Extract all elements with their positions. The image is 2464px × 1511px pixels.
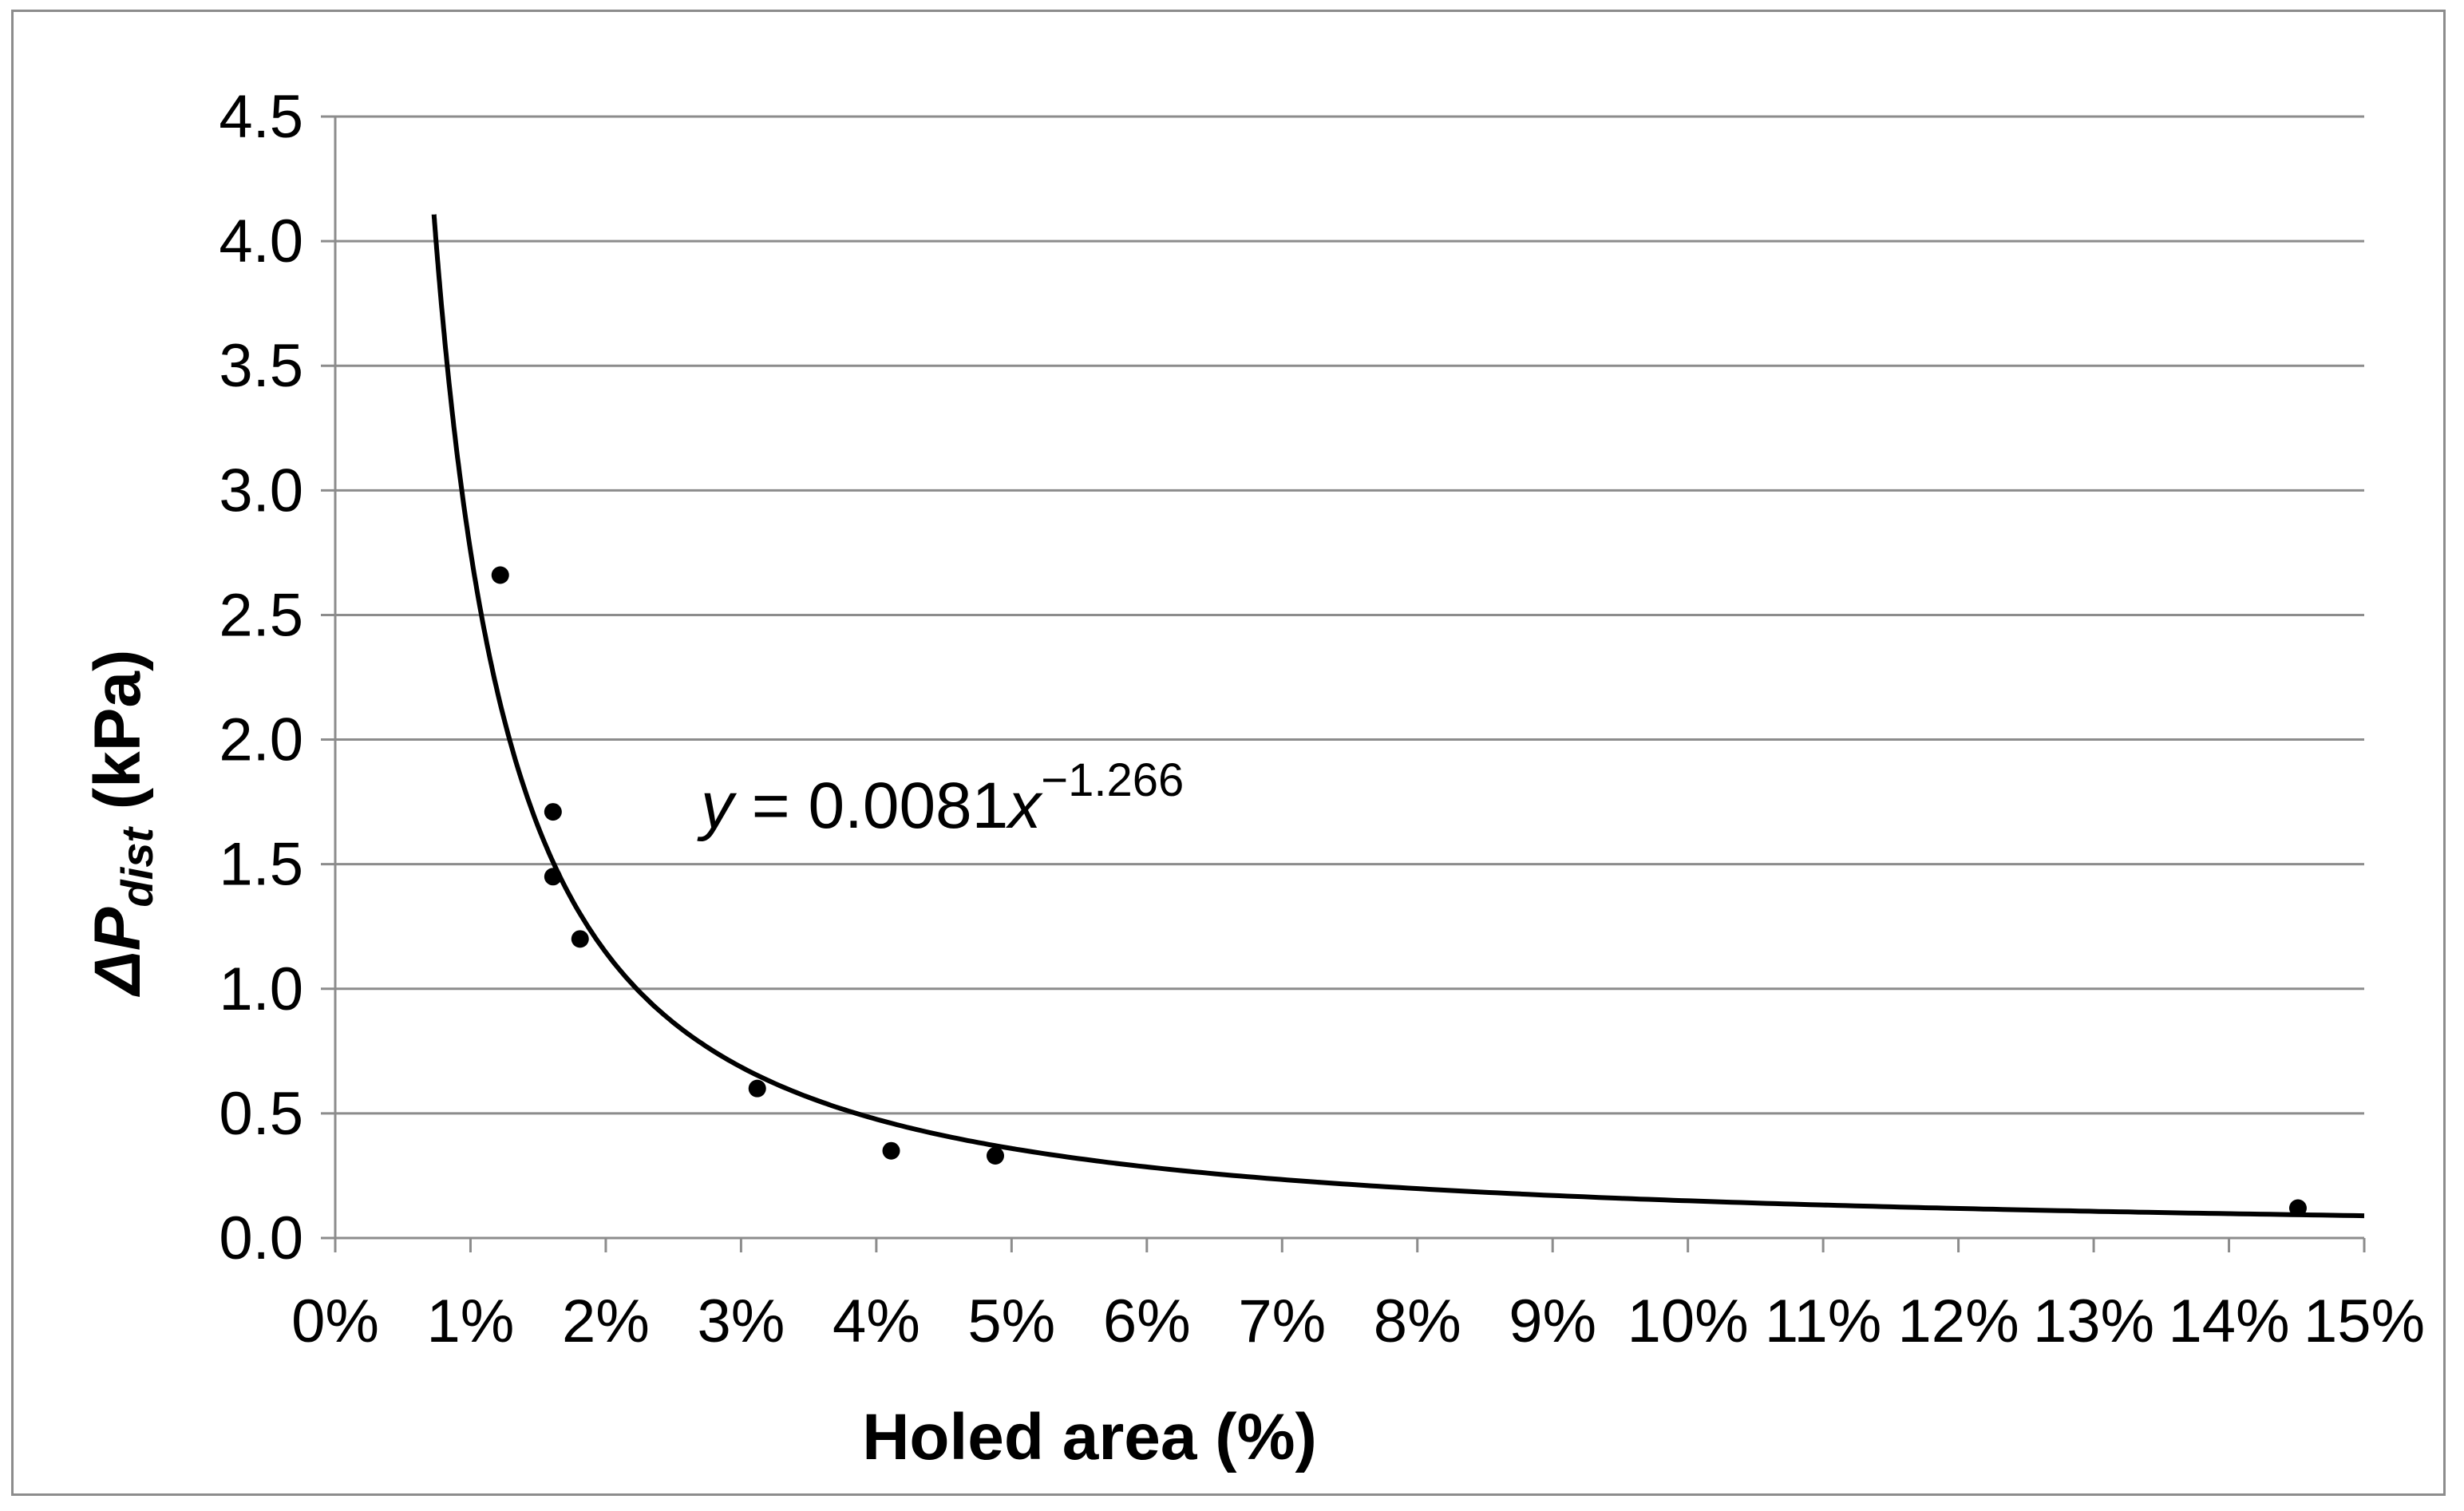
data-point bbox=[544, 803, 562, 821]
data-point bbox=[571, 930, 589, 948]
trendline bbox=[431, 214, 2365, 1219]
x-tick-label: 1% bbox=[427, 1288, 515, 1355]
y-tick-label: 3.0 bbox=[219, 457, 303, 524]
x-tick-label: 6% bbox=[1103, 1288, 1191, 1355]
x-tick-label: 9% bbox=[1509, 1288, 1596, 1355]
y-tick-label: 2.5 bbox=[219, 581, 303, 649]
x-tick-label: 13% bbox=[2033, 1288, 2154, 1355]
y-tick-label: 3.5 bbox=[219, 332, 303, 400]
y-tick-label: 1.5 bbox=[219, 831, 303, 899]
y-tick-label: 2.0 bbox=[219, 706, 303, 774]
y-axis-title: ΔPdist (kPa) bbox=[81, 650, 162, 998]
x-tick-label: 15% bbox=[2304, 1288, 2425, 1355]
x-axis-title: Holed area (%) bbox=[862, 1401, 1317, 1473]
x-tick-label: 7% bbox=[1238, 1288, 1326, 1355]
x-tick-label: 2% bbox=[562, 1288, 650, 1355]
y-tick-label: 1.0 bbox=[219, 955, 303, 1023]
data-point bbox=[748, 1079, 766, 1098]
axes bbox=[321, 115, 2366, 1252]
x-tick-label: 3% bbox=[697, 1288, 785, 1355]
x-tick-label: 14% bbox=[2168, 1288, 2289, 1355]
x-tick-label: 0% bbox=[291, 1288, 379, 1355]
chart-frame bbox=[11, 10, 2446, 1496]
equation-label: y = 0.0081x−1.266 bbox=[697, 754, 1184, 842]
y-tick-label: 0.0 bbox=[219, 1204, 303, 1272]
data-point bbox=[2288, 1199, 2307, 1217]
grid-lines bbox=[335, 115, 2364, 1115]
trendline-curve bbox=[431, 214, 2365, 1219]
x-tick-label: 4% bbox=[833, 1288, 920, 1355]
data-point bbox=[491, 566, 509, 584]
x-tick-label: 12% bbox=[1898, 1288, 2019, 1355]
x-tick-label: 8% bbox=[1374, 1288, 1461, 1355]
data-point bbox=[986, 1146, 1004, 1165]
data-point bbox=[882, 1141, 900, 1160]
data-points bbox=[491, 566, 2307, 1217]
y-tick-label: 4.0 bbox=[219, 208, 303, 275]
data-point bbox=[544, 868, 562, 886]
y-tick-label: 4.5 bbox=[219, 83, 303, 151]
x-tick-label: 11% bbox=[1765, 1288, 1881, 1355]
x-tick-label: 10% bbox=[1628, 1288, 1749, 1355]
tick-labels: 0.0 0.5 1.0 1.5 2.0 2.5 3.0 3.5 4.0 4.5 0% 1% 2% 3% 4%… bbox=[219, 83, 2425, 1355]
x-tick-label: 5% bbox=[967, 1288, 1055, 1355]
y-tick-label: 0.5 bbox=[219, 1080, 303, 1148]
